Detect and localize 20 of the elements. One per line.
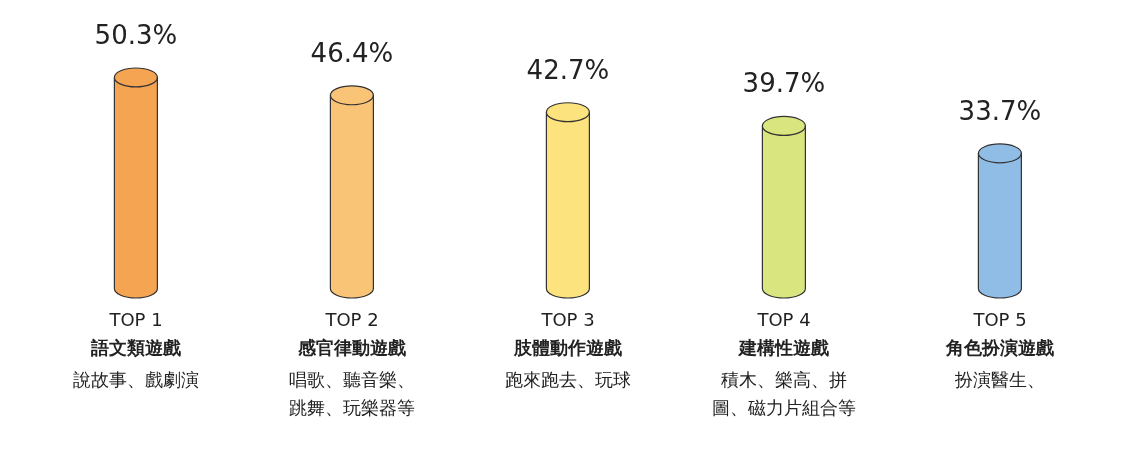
bar bbox=[761, 115, 806, 299]
data-label: 50.3% bbox=[94, 20, 178, 50]
x-tick-label: TOP 5 角色扮演遊戲 bbox=[945, 309, 1054, 358]
text: 積木、樂高、拼圖、磁力片組合等 bbox=[711, 368, 857, 420]
data-label: 39.7% bbox=[742, 68, 826, 99]
bar bbox=[113, 67, 158, 299]
bar bbox=[545, 102, 590, 299]
data-label: 33.7% bbox=[958, 95, 1042, 126]
x-tick-label: TOP 4 建構性遊戲 bbox=[737, 309, 829, 358]
text: 扮演醫生、 bbox=[954, 368, 1046, 392]
data-label: 46.4% bbox=[310, 37, 394, 68]
data-label: 42.7% bbox=[526, 54, 610, 85]
x-tick-label: TOP 3 肢體動作遊戲 bbox=[513, 309, 622, 358]
text: 說故事、戲劇演 bbox=[72, 368, 200, 392]
x-tick-label: TOP 2 感官律動遊戲 bbox=[297, 309, 406, 358]
text: 唱歌、聽音樂、跳舞、玩樂器等 bbox=[288, 368, 416, 420]
text: 跑來跑去、玩球 bbox=[504, 368, 632, 392]
x-tick-label: TOP 1 語文類遊戲 bbox=[90, 309, 181, 358]
bar bbox=[977, 143, 1022, 299]
bar bbox=[329, 85, 374, 299]
